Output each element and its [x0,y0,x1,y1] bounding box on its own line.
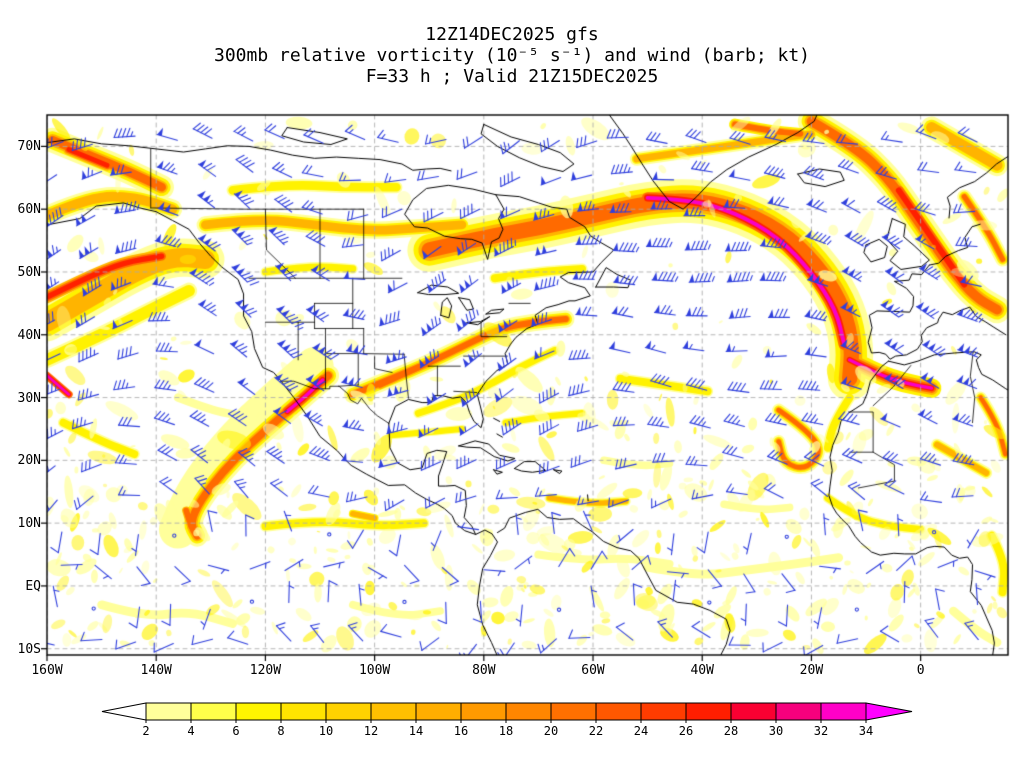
lon-tick-label: 80W [472,663,496,678]
colorbar-segment [505,702,552,721]
colorbar-over-arrow [865,702,913,721]
colorbar-tick-label: 6 [232,724,239,738]
colorbar-segment [685,702,732,721]
colorbar-segment [550,702,597,721]
colorbar-tick-label: 12 [364,724,378,738]
colorbar-segment [730,702,777,721]
colorbar-segment [370,702,417,721]
lon-tick-label: 0 [916,663,925,678]
colorbar-segment [280,702,327,721]
colorbar-tick-label: 2 [142,724,149,738]
lon-tick-label: 140W [140,663,172,678]
lat-tick-label: 10N [17,516,41,532]
title-valid-line: F=33 h ; Valid 21Z15DEC2025 [365,66,659,87]
colorbar-segment [415,702,462,721]
colorbar-tick-label: 34 [859,724,873,738]
colorbar-tick-label: 8 [277,724,284,738]
lat-tick-label: 10S [17,641,41,657]
colorbar-tick-label: 20 [544,724,558,738]
colorbar-segment [640,702,687,721]
lon-tick-label: 40W [690,663,714,678]
title-init-line: 12Z14DEC2025 gfs [425,24,599,45]
colorbar-tick-label: 22 [589,724,603,738]
colorbar-tick-label: 10 [319,724,333,738]
colorbar-segment [325,702,372,721]
lat-tick-label: 20N [17,453,41,469]
colorbar-tick-label: 14 [409,724,423,738]
chart-title-block: 12Z14DEC2025 gfs 300mb relative vorticit… [0,24,1024,87]
colorbar-tick-label: 18 [499,724,513,738]
lat-tick-label: EQ [25,578,41,594]
colorbar-tick-label: 24 [634,724,648,738]
lat-tick-label: 60N [17,202,41,218]
colorbar-tick-label: 30 [769,724,783,738]
colorbar-tick-label: 16 [454,724,468,738]
colorbar-tick-label: 32 [814,724,828,738]
colorbar: 2 4 6 8 10 12 14 16 18 20 22 24 26 28 30 32 34 [101,702,913,738]
lon-tick-label: 20W [799,663,824,678]
colorbar-segment [775,702,822,721]
title-variable-line: 300mb relative vorticity (10⁻⁵ s⁻¹) and … [213,45,811,66]
lon-tick-label: 160W [31,663,63,678]
lat-tick-label: 50N [17,264,41,280]
colorbar-segment [595,702,642,721]
lon-tick-label: 60W [581,663,605,678]
colorbar-tick-label: 4 [187,724,194,738]
lon-tick-label: 100W [358,663,391,678]
colorbar-segment [145,702,192,721]
colorbar-tick-label: 28 [724,724,738,738]
colorbar-segment [820,702,867,721]
lat-tick-label: 30N [17,390,41,406]
colorbar-under-arrow [101,702,147,721]
colorbar-segment [190,702,237,721]
lon-tick-label: 120W [249,663,282,678]
colorbar-segment [460,702,507,721]
lat-tick-label: 40N [17,327,41,343]
colorbar-tick-label: 26 [679,724,693,738]
lat-tick-label: 70N [17,139,41,155]
colorbar-segment [235,702,282,721]
